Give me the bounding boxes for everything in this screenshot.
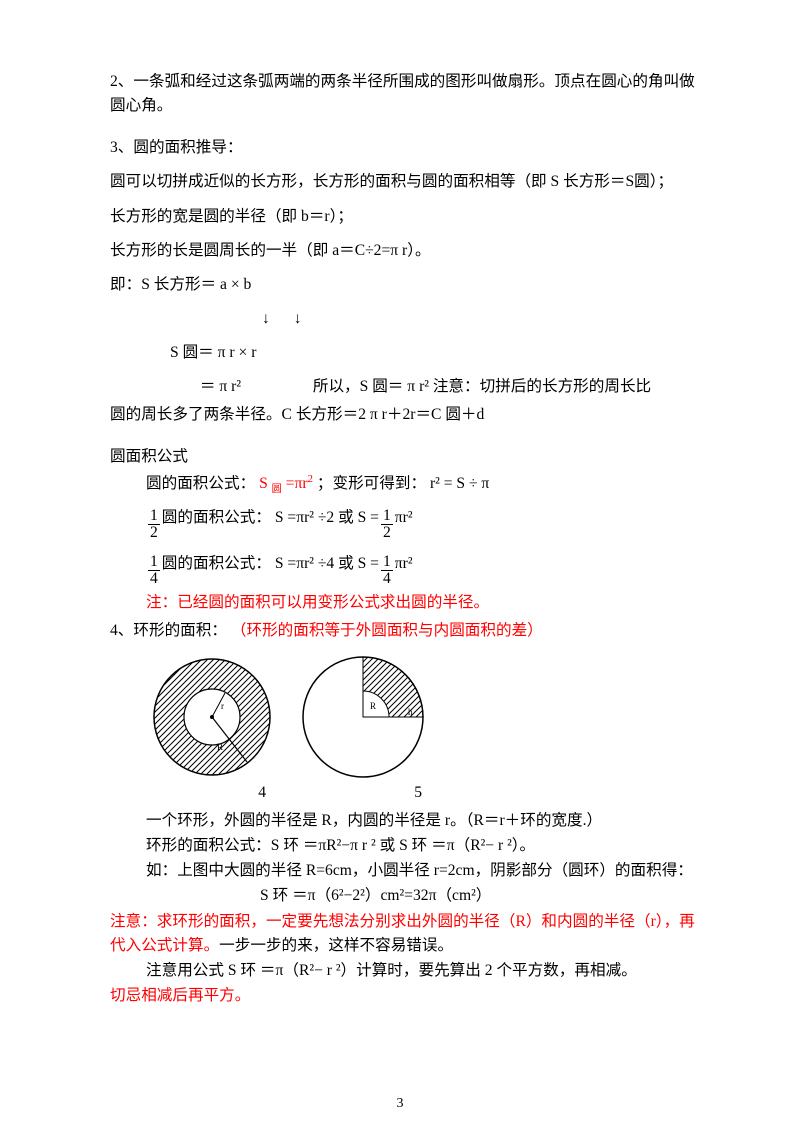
diagram-4-label: 4	[142, 781, 282, 805]
section-2-text: 2、一条弧和经过这条弧两端的两条半径所围成的图形叫做扇形。顶点在圆心的角叫做圆心…	[110, 70, 705, 118]
svg-text:r: r	[221, 701, 224, 711]
quarter-post: πr²	[395, 552, 413, 576]
s3-arrows: ↓ ↓	[110, 307, 705, 331]
svg-text:h: h	[408, 707, 413, 717]
ring-diagram-4: r R	[142, 653, 282, 781]
area-line-1: 圆的面积公式： S 圆 =πr2 ；变形可得到： r² = S ÷ π	[110, 472, 705, 496]
fraction-one-half-left: 12	[148, 508, 160, 540]
s4-l4: 注意用公式 S 环 ＝π（R²− r ²）计算时，要先算出 2 个平方数，再相减…	[110, 959, 705, 983]
area-l1-pre: 圆的面积公式：	[146, 475, 259, 492]
fraction-one-quarter-right: 14	[381, 554, 393, 586]
half-post: πr²	[395, 506, 413, 530]
half-pre: 圆的面积公式： S =πr² ÷2 或 S =	[162, 506, 379, 530]
ring-diagram-5: R h	[288, 653, 438, 781]
svg-text:R: R	[370, 701, 376, 711]
s3-line-5: S 圆＝ π r × r	[110, 341, 705, 365]
s4-warn1b: 一步一步的来，这样不容易错误。	[219, 937, 453, 954]
area-l1-post: ；变形可得到： r² = S ÷ π	[317, 475, 489, 492]
s4-warn-2: 切忌相减后再平方。	[110, 984, 705, 1008]
quarter-pre: 圆的面积公式： S =πr² ÷4 或 S =	[162, 552, 379, 576]
s3-line-3: 长方形的长是圆周长的一半（即 a＝C÷2=π r）。	[110, 239, 705, 263]
page-number: 3	[0, 1096, 800, 1112]
s3-line-6: ＝ π r² 所以，S 圆＝ π r² 注意：切拼后的长方形的周长比	[110, 375, 705, 399]
area-header: 圆面积公式	[110, 445, 705, 469]
s3-line-2: 长方形的宽是圆的半径（即 b＝r）；	[110, 205, 705, 229]
fraction-one-half-right: 12	[381, 508, 393, 540]
half-area-line: 12 圆的面积公式： S =πr² ÷2 或 S = 12 πr²	[110, 506, 705, 542]
area-note-red: 注：已经圆的面积可以用变形公式求出圆的半径。	[110, 591, 705, 615]
document-page: 2、一条弧和经过这条弧两端的两条半径所围成的图形叫做扇形。顶点在圆心的角叫做圆心…	[0, 0, 800, 1049]
s4-l3: 如：上图中大圆的半径 R=6cm，小圆半径 r=2cm，阴影部分（圆环）的面积得…	[110, 859, 705, 883]
diagram-5-label: 5	[288, 781, 438, 805]
s3-line-6b: 所以，S 圆＝ π r² 注意：切拼后的长方形的周长比	[313, 378, 651, 395]
s4-title-b: （环形的面积等于外圆面积与内圆面积的差）	[231, 622, 543, 639]
section-4-title: 4、环形的面积： （环形的面积等于外圆面积与内圆面积的差）	[110, 619, 705, 643]
s4-title-a: 4、环形的面积：	[110, 622, 227, 639]
s3-line-7: 圆的周长多了两条半径。C 长方形＝2 π r＋2r＝C 圆＋d	[110, 403, 705, 427]
svg-text:R: R	[217, 742, 223, 752]
fraction-one-quarter-left: 14	[148, 554, 160, 586]
s4-warn-1: 注意：求环形的面积，一定要先想法分别求出外圆的半径（R）和内圆的半径（r），再代…	[110, 910, 705, 958]
s4-l2: 环形的面积公式：S 环 ＝πR²−π r ² 或 S 环 ＝π（R²− r ²）…	[110, 834, 705, 858]
s4-l3b: S 环 ＝π（6²−2²）cm²=32π（cm²）	[110, 884, 705, 908]
s3-line-6a: ＝ π r²	[200, 378, 241, 395]
ring-diagrams: r R 4 R h 5	[142, 653, 705, 805]
s4-l1: 一个环形，外圆的半径是 R，内圆的半径是 r。（R＝r＋环的宽度.）	[110, 809, 705, 833]
section-3-title: 3、圆的面积推导：	[110, 136, 705, 160]
quarter-area-line: 14 圆的面积公式： S =πr² ÷4 或 S = 14 πr²	[110, 552, 705, 588]
area-l1-red: S 圆 =πr2	[259, 475, 313, 492]
s3-line-4: 即：S 长方形＝ a × b	[110, 273, 705, 297]
s3-line-1: 圆可以切拼成近似的长方形，长方形的面积与圆的面积相等（即 S 长方形＝S圆）；	[110, 170, 705, 194]
